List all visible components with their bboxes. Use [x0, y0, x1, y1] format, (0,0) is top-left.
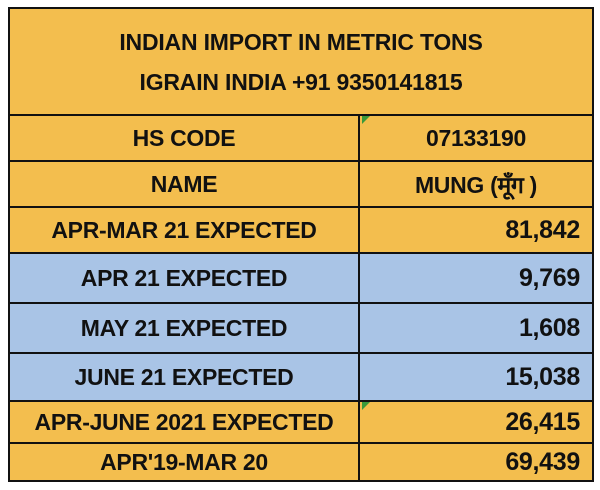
- june-21-label: JUNE 21 EXPECTED: [10, 354, 360, 400]
- apr-june-2021-label: APR-JUNE 2021 EXPECTED: [10, 402, 360, 442]
- name-value: MUNG (मूँग ): [414, 172, 538, 198]
- apr-21-label: APR 21 EXPECTED: [10, 254, 360, 302]
- import-table: INDIAN IMPORT IN METRIC TONS IGRAIN INDI…: [8, 7, 594, 482]
- table-row: APR-JUNE 2021 EXPECTED 26,415: [10, 400, 592, 442]
- table-row: JUNE 21 EXPECTED 15,038: [10, 352, 592, 400]
- table-title: INDIAN IMPORT IN METRIC TONS IGRAIN INDI…: [10, 9, 592, 114]
- apr-mar-21-label: APR-MAR 21 EXPECTED: [10, 208, 360, 252]
- table-row: NAME MUNG (मूँग ): [10, 160, 592, 206]
- table-row: APR 21 EXPECTED 9,769: [10, 252, 592, 302]
- apr-21-value: 9,769: [518, 263, 580, 292]
- apr-mar-21-value: 81,842: [505, 215, 580, 244]
- apr-june-2021-value: 26,415: [505, 407, 580, 436]
- table-row: APR'19-MAR 20 69,439: [10, 442, 592, 480]
- name-label: NAME: [10, 162, 360, 206]
- may-21-label: MAY 21 EXPECTED: [10, 304, 360, 352]
- apr19-mar20-label: APR'19-MAR 20: [10, 444, 360, 480]
- comment-marker-icon: [362, 402, 370, 410]
- comment-marker-icon: [362, 116, 370, 124]
- hs-code-value: 07133190: [426, 124, 526, 151]
- title-line-2: IGRAIN INDIA +91 9350141815: [139, 68, 463, 95]
- apr19-mar20-value: 69,439: [505, 447, 580, 476]
- table-row: HS CODE 07133190: [10, 114, 592, 160]
- hs-code-label: HS CODE: [10, 116, 360, 160]
- table-row: MAY 21 EXPECTED 1,608: [10, 302, 592, 352]
- title-line-1: INDIAN IMPORT IN METRIC TONS: [119, 28, 483, 55]
- june-21-value: 15,038: [505, 362, 580, 391]
- may-21-value: 1,608: [518, 313, 580, 342]
- table-row: APR-MAR 21 EXPECTED 81,842: [10, 206, 592, 252]
